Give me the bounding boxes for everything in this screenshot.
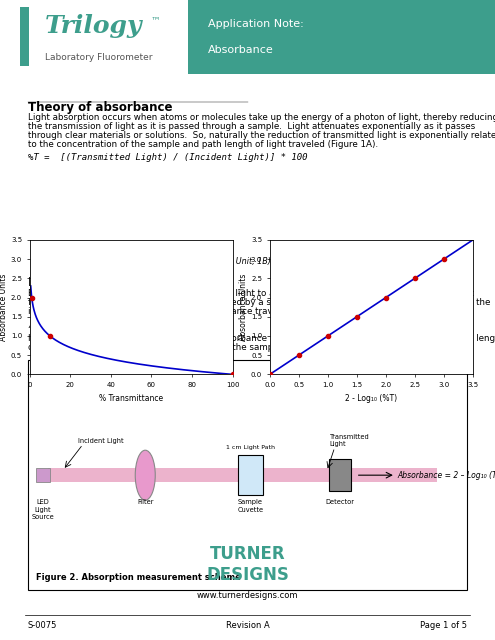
Text: ™: ™ bbox=[151, 15, 161, 26]
Text: DESIGNS: DESIGNS bbox=[206, 566, 289, 584]
Text: Beer-Lambert Law relates the transmittance of light to absorbance by taking the : Beer-Lambert Law relates the transmittan… bbox=[28, 289, 474, 298]
Ellipse shape bbox=[135, 450, 155, 500]
Text: LED
Light
Source: LED Light Source bbox=[32, 499, 54, 520]
Text: Figure 2. Absorption measurement scheme: Figure 2. Absorption measurement scheme bbox=[36, 573, 241, 582]
X-axis label: % Transmittance: % Transmittance bbox=[99, 394, 163, 403]
Text: S-0075: S-0075 bbox=[28, 621, 57, 630]
Y-axis label: Absorbance Units: Absorbance Units bbox=[239, 273, 248, 341]
X-axis label: 2 - Log₁₀ (%T): 2 - Log₁₀ (%T) bbox=[345, 394, 397, 403]
Text: intensity of the absorbing species and the distance traveled by light.: intensity of the absorbing species and t… bbox=[28, 307, 330, 316]
Text: In short, Beer-Lambert Law states that the absorbance of a sample is directly pr: In short, Beer-Lambert Law states that t… bbox=[28, 334, 495, 343]
Text: Light absorption occurs when atoms or molecules take up the energy of a photon o: Light absorption occurs when atoms or mo… bbox=[28, 113, 495, 122]
Text: Absorbance = 2 - Log₁₀ (T): Absorbance = 2 - Log₁₀ (T) bbox=[28, 321, 148, 330]
Text: Beer-Lambert Law: Beer-Lambert Law bbox=[28, 276, 150, 289]
Text: Absorbance: Absorbance bbox=[208, 45, 274, 55]
Text: Page 1 of 5: Page 1 of 5 bbox=[420, 621, 467, 630]
Text: 1 cm Light Path: 1 cm Light Path bbox=[226, 445, 275, 450]
Text: Fig. 1A) % Light transmitted per Absorbance Unit, 1B) relationship between absor: Fig. 1A) % Light transmitted per Absorba… bbox=[55, 257, 440, 266]
Bar bbox=[238, 455, 263, 495]
Text: function, base 10, of the transmittance observed by a sample, which results in a: function, base 10, of the transmittance … bbox=[28, 298, 491, 307]
Bar bbox=[329, 459, 351, 491]
Text: Transmitted
Light: Transmitted Light bbox=[330, 434, 369, 447]
Y-axis label: Absorbance Units: Absorbance Units bbox=[0, 273, 8, 341]
Text: Theory of absorbance: Theory of absorbance bbox=[28, 100, 172, 113]
Text: Absorbance = 2 – Log₁₀ (T): Absorbance = 2 – Log₁₀ (T) bbox=[398, 470, 495, 479]
Text: the transmission of light as it is passed through a sample.  Light attenuates ex: the transmission of light as it is passe… bbox=[28, 122, 475, 131]
Bar bbox=[28, 360, 467, 590]
Text: of the sample holder and the concentration of the sample.: of the sample holder and the concentrati… bbox=[28, 343, 284, 352]
Text: Application Note:: Application Note: bbox=[208, 19, 303, 29]
Text: Incident Light: Incident Light bbox=[78, 438, 124, 444]
Text: TURNER: TURNER bbox=[210, 545, 285, 563]
Text: Laboratory Fluorometer: Laboratory Fluorometer bbox=[45, 53, 152, 62]
Text: Sample
Cuvette: Sample Cuvette bbox=[237, 499, 263, 513]
Bar bbox=[48, 468, 437, 482]
Text: to the concentration of the sample and path length of light traveled (Figure 1A): to the concentration of the sample and p… bbox=[28, 140, 378, 148]
Text: Trilogy: Trilogy bbox=[45, 13, 142, 38]
Text: www.turnerdesigns.com: www.turnerdesigns.com bbox=[197, 591, 298, 600]
Bar bbox=[20, 7, 29, 66]
Text: Revision A: Revision A bbox=[226, 621, 270, 630]
Bar bbox=[36, 468, 50, 482]
Text: through clear materials or solutions.  So, naturally the reduction of transmitte: through clear materials or solutions. So… bbox=[28, 131, 495, 140]
Bar bbox=[188, 0, 495, 74]
Text: %T =  [(Transmitted Light) / (Incident Light)] * 100: %T = [(Transmitted Light) / (Incident Li… bbox=[28, 152, 307, 161]
Text: Detector: Detector bbox=[325, 499, 354, 505]
Text: Filter: Filter bbox=[137, 499, 153, 505]
